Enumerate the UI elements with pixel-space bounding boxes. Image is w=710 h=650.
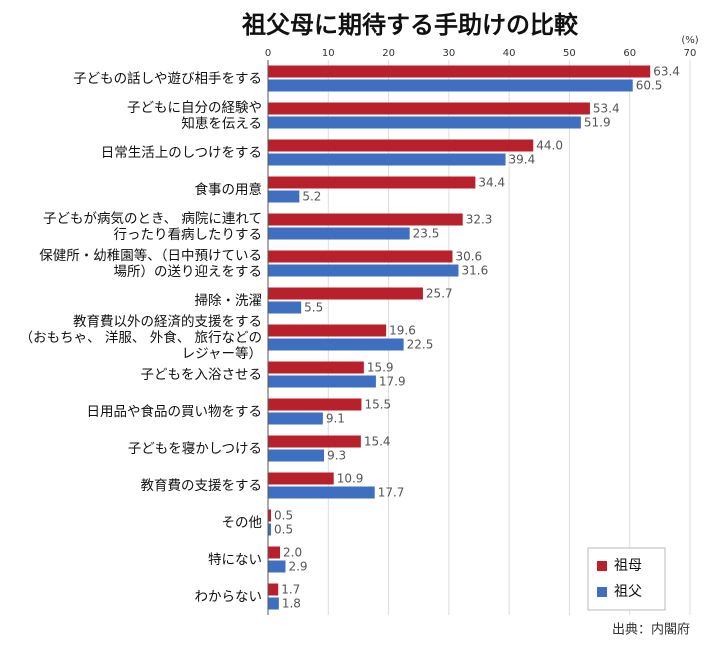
category-label: 子どもが病気のとき、 病院に連れて 行ったり看病したりする	[43, 210, 262, 243]
bar	[268, 560, 286, 573]
bar	[268, 449, 325, 462]
unit-label: (%)	[681, 35, 698, 46]
chart-title: 祖父母に期待する手助けの比較	[242, 11, 579, 39]
bar	[268, 324, 387, 337]
category-label: 子どもに自分の経験や 知恵を伝える	[127, 99, 262, 132]
bar	[268, 412, 323, 425]
value-label: 51.9	[584, 116, 611, 130]
category-label: 保健所・幼稚園等、（日中預けている 場所）の送り迎えをする	[39, 247, 262, 280]
legend-swatch	[597, 587, 607, 597]
bar	[268, 583, 279, 596]
value-label: 32.3	[466, 213, 493, 227]
x-tick-label: 50	[563, 48, 576, 59]
bar	[268, 472, 334, 485]
value-label: 30.6	[455, 250, 482, 264]
x-tick-label: 40	[503, 48, 516, 59]
category-label: 掃除・洗濯	[194, 292, 263, 309]
category-label: 子どもを入浴させる	[140, 366, 263, 383]
category-label: その他	[221, 514, 263, 531]
value-label: 63.4	[653, 65, 680, 79]
x-tick-label: 10	[322, 48, 335, 59]
x-tick-label: 60	[623, 48, 636, 59]
value-label: 34.4	[478, 176, 505, 190]
value-label: 23.5	[413, 227, 440, 241]
value-label: 39.4	[509, 153, 536, 167]
category-label: 教育費以外の経済的支援をする （おもちゃ、 洋服、 外食、 旅行などの レジャー…	[19, 313, 262, 362]
category-label: 日常生活上のしつけをする	[100, 144, 262, 161]
value-label: 9.1	[326, 412, 345, 426]
bar	[268, 190, 300, 203]
value-label: 10.9	[337, 472, 364, 486]
bar	[268, 301, 302, 314]
category-label: 食事の用意	[194, 181, 263, 198]
bar	[268, 139, 534, 152]
bar	[268, 435, 361, 448]
value-label: 5.2	[302, 190, 321, 204]
bar	[268, 65, 651, 78]
x-tick-label: 70	[684, 48, 697, 59]
legend-swatch	[597, 561, 607, 571]
bar	[268, 102, 590, 115]
x-tick-label: 30	[442, 48, 455, 59]
category-label: わからない	[194, 588, 263, 605]
value-label: 1.7	[281, 583, 300, 597]
legend-box	[587, 547, 666, 611]
bar	[268, 79, 633, 92]
bar	[268, 361, 364, 374]
value-label: 17.7	[378, 486, 405, 500]
value-label: 22.5	[407, 338, 434, 352]
bar	[268, 523, 272, 536]
value-label: 0.5	[274, 509, 293, 523]
value-label: 25.7	[426, 287, 453, 301]
bar	[268, 375, 376, 388]
category-label: 子どもの話しや遊び相手をする	[73, 70, 262, 87]
category-label: 日用品や食品の買い物をする	[86, 403, 263, 420]
value-label: 0.5	[274, 523, 293, 537]
bar	[268, 509, 272, 522]
bar	[268, 338, 404, 351]
bar	[268, 250, 453, 263]
value-label: 17.9	[379, 375, 406, 389]
bar	[268, 264, 459, 277]
value-label: 19.6	[389, 324, 416, 338]
value-label: 15.9	[367, 361, 394, 375]
bar	[268, 597, 279, 610]
bar	[268, 116, 581, 129]
value-label: 60.5	[636, 79, 663, 93]
value-label: 44.0	[536, 139, 563, 153]
x-tick-label: 0	[265, 48, 271, 59]
category-label: 特にない	[208, 551, 262, 568]
bar	[268, 176, 476, 189]
value-label: 5.5	[304, 301, 323, 315]
source: 出典：内閣府	[612, 622, 690, 638]
bar	[268, 398, 362, 411]
value-label: 53.4	[593, 102, 620, 116]
bar	[268, 287, 423, 300]
value-label: 2.0	[283, 546, 302, 560]
value-label: 9.3	[327, 449, 346, 463]
legend-label: 祖父	[614, 584, 642, 600]
value-label: 1.8	[282, 597, 301, 611]
value-label: 15.4	[364, 435, 391, 449]
category-label: 子どもを寝かしつける	[127, 440, 262, 457]
value-label: 31.6	[462, 264, 489, 278]
bar	[268, 546, 281, 559]
x-tick-label: 20	[382, 48, 395, 59]
bar	[268, 227, 410, 240]
bar	[268, 153, 506, 166]
bar	[268, 486, 375, 499]
category-label: 教育費の支援をする	[140, 477, 263, 494]
value-label: 2.9	[288, 560, 307, 574]
value-label: 15.5	[364, 398, 391, 412]
legend-label: 祖母	[614, 558, 642, 574]
bar	[268, 213, 463, 226]
